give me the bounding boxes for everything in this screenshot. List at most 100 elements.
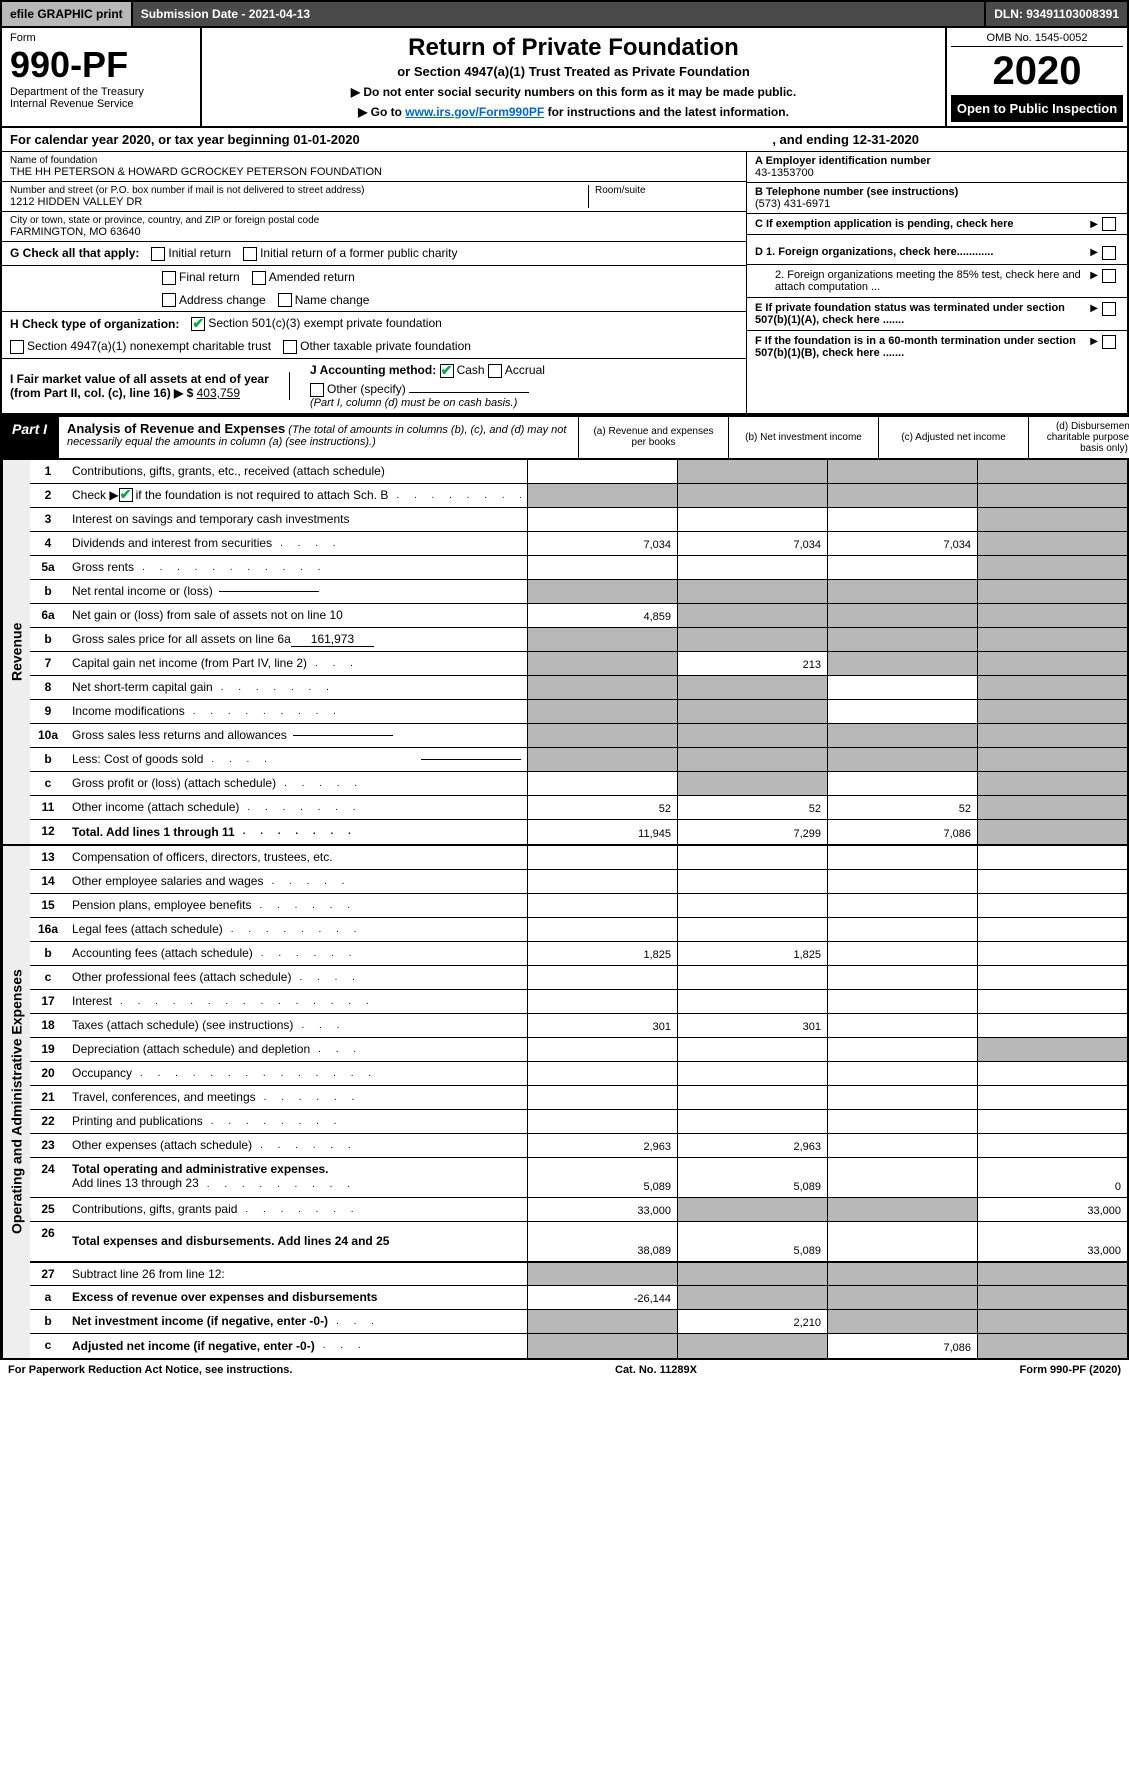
checkbox-4947[interactable] — [10, 340, 24, 354]
checkbox-final[interactable] — [162, 271, 176, 285]
checkbox-e[interactable] — [1102, 302, 1116, 316]
d2-cell: 2. Foreign organizations meeting the 85%… — [747, 265, 1127, 298]
part1-label: Part I — [0, 415, 59, 460]
table-row: 14Other employee salaries and wages. . .… — [30, 870, 1127, 894]
checkbox-schb[interactable] — [119, 488, 133, 502]
checkbox-amended[interactable] — [252, 271, 266, 285]
expenses-side-label: Operating and Administrative Expenses — [2, 846, 30, 1358]
table-row: 20Occupancy. . . . . . . . . . . . . . — [30, 1062, 1127, 1086]
part1-header: Part I Analysis of Revenue and Expenses … — [0, 415, 1129, 460]
footer-center: Cat. No. 11289X — [615, 1364, 697, 1376]
checkbox-f[interactable] — [1102, 335, 1116, 349]
f-cell: F If the foundation is in a 60-month ter… — [747, 331, 1127, 363]
checkbox-d2[interactable] — [1102, 269, 1116, 283]
open-public-badge: Open to Public Inspection — [951, 95, 1123, 122]
checkbox-initial[interactable] — [151, 247, 165, 261]
table-row: 13Compensation of officers, directors, t… — [30, 846, 1127, 870]
top-bar: efile GRAPHIC print Submission Date - 20… — [0, 0, 1129, 28]
table-row: cOther professional fees (attach schedul… — [30, 966, 1127, 990]
expenses-table: Operating and Administrative Expenses 13… — [0, 846, 1129, 1360]
table-row: 25Contributions, gifts, grants paid. . .… — [30, 1198, 1127, 1222]
checkbox-other-tax[interactable] — [283, 340, 297, 354]
col-a-header: (a) Revenue and expenses per books — [579, 417, 729, 458]
table-row: 5aGross rents. . . . . . . . . . . — [30, 556, 1127, 580]
table-row: bNet rental income or (loss) — [30, 580, 1127, 604]
calendar-row: For calendar year 2020, or tax year begi… — [0, 128, 1129, 152]
h-row: H Check type of organization: Section 50… — [2, 312, 746, 335]
tax-year: 2020 — [951, 47, 1123, 95]
table-row: cAdjusted net income (if negative, enter… — [30, 1334, 1127, 1358]
table-row: 3Interest on savings and temporary cash … — [30, 508, 1127, 532]
table-row: 2Check ▶ if the foundation is not requir… — [30, 484, 1127, 508]
info-left: Name of foundation THE HH PETERSON & HOW… — [2, 152, 747, 242]
calendar-end: , and ending 12-31-2020 — [772, 132, 919, 147]
calendar-begin: For calendar year 2020, or tax year begi… — [10, 132, 360, 147]
address-cell: Number and street (or P.O. box number if… — [2, 182, 746, 212]
checkbox-other-acct[interactable] — [310, 383, 324, 397]
checkbox-accrual[interactable] — [488, 364, 502, 378]
table-row: 23Other expenses (attach schedule). . . … — [30, 1134, 1127, 1158]
h-row2: Section 4947(a)(1) nonexempt charitable … — [2, 335, 746, 359]
header-center: Return of Private Foundation or Section … — [202, 28, 947, 126]
phone-cell: B Telephone number (see instructions) (5… — [747, 183, 1127, 214]
footer-left: For Paperwork Reduction Act Notice, see … — [8, 1364, 292, 1376]
checkbox-cash[interactable] — [440, 364, 454, 378]
table-row: aExcess of revenue over expenses and dis… — [30, 1286, 1127, 1310]
omb-number: OMB No. 1545-0052 — [951, 32, 1123, 47]
table-row: 16aLegal fees (attach schedule). . . . .… — [30, 918, 1127, 942]
irs-link[interactable]: www.irs.gov/Form990PF — [405, 105, 544, 119]
table-row: 10aGross sales less returns and allowanc… — [30, 724, 1127, 748]
table-row: 8Net short-term capital gain. . . . . . … — [30, 676, 1127, 700]
form-title: Return of Private Foundation — [208, 34, 939, 62]
table-row: 24Total operating and administrative exp… — [30, 1158, 1127, 1198]
form-word: Form — [10, 32, 192, 44]
checkbox-name[interactable] — [278, 293, 292, 307]
e-cell: E If private foundation status was termi… — [747, 298, 1127, 331]
lower-info: G Check all that apply: Initial return I… — [0, 242, 1129, 415]
checkbox-d1[interactable] — [1102, 246, 1116, 260]
table-row: 12Total. Add lines 1 through 11. . . . .… — [30, 820, 1127, 844]
form-subtitle: or Section 4947(a)(1) Trust Treated as P… — [208, 64, 939, 79]
table-row: 6aNet gain or (loss) from sale of assets… — [30, 604, 1127, 628]
d1-cell: D 1. Foreign organizations, check here..… — [747, 242, 1127, 265]
table-row: bGross sales price for all assets on lin… — [30, 628, 1127, 652]
col-b-header: (b) Net investment income — [729, 417, 879, 458]
page-footer: For Paperwork Reduction Act Notice, see … — [0, 1360, 1129, 1380]
header-right: OMB No. 1545-0052 2020 Open to Public In… — [947, 28, 1127, 126]
checkbox-address[interactable] — [162, 293, 176, 307]
form-header: Form 990-PF Department of the Treasury I… — [0, 28, 1129, 128]
col-c-header: (c) Adjusted net income — [879, 417, 1029, 458]
revenue-table: Revenue 1Contributions, gifts, grants, e… — [0, 460, 1129, 846]
ij-row: I Fair market value of all assets at end… — [2, 359, 746, 413]
checkbox-501c3[interactable] — [191, 317, 205, 331]
dln-label: DLN: 93491103008391 — [986, 2, 1127, 26]
checkbox-initial-former[interactable] — [243, 247, 257, 261]
lower-left: G Check all that apply: Initial return I… — [2, 242, 747, 413]
table-row: 21Travel, conferences, and meetings. . .… — [30, 1086, 1127, 1110]
g-row2: Final return Amended return — [2, 266, 746, 289]
checkbox-c[interactable] — [1102, 217, 1116, 231]
exemption-cell: C If exemption application is pending, c… — [747, 214, 1127, 235]
irs-label: Internal Revenue Service — [10, 98, 192, 110]
table-row: 9Income modifications. . . . . . . . . — [30, 700, 1127, 724]
table-row: 26Total expenses and disbursements. Add … — [30, 1222, 1127, 1262]
table-row: bAccounting fees (attach schedule). . . … — [30, 942, 1127, 966]
table-row: 19Depreciation (attach schedule) and dep… — [30, 1038, 1127, 1062]
header-note2: ▶ Go to www.irs.gov/Form990PF for instru… — [208, 105, 939, 119]
ein-cell: A Employer identification number 43-1353… — [747, 152, 1127, 183]
header-note1: ▶ Do not enter social security numbers o… — [208, 85, 939, 99]
lower-right: D 1. Foreign organizations, check here..… — [747, 242, 1127, 413]
table-row: 18Taxes (attach schedule) (see instructi… — [30, 1014, 1127, 1038]
foundation-name-cell: Name of foundation THE HH PETERSON & HOW… — [2, 152, 746, 182]
table-row: bLess: Cost of goods sold. . . . — [30, 748, 1127, 772]
g-row3: Address change Name change — [2, 289, 746, 313]
fmv-value: 403,759 — [197, 386, 240, 400]
table-row: 11Other income (attach schedule). . . . … — [30, 796, 1127, 820]
table-row: 4Dividends and interest from securities.… — [30, 532, 1127, 556]
table-row: 22Printing and publications. . . . . . .… — [30, 1110, 1127, 1134]
efile-label: efile GRAPHIC print — [2, 2, 133, 26]
table-row: cGross profit or (loss) (attach schedule… — [30, 772, 1127, 796]
dept-label: Department of the Treasury — [10, 86, 192, 98]
table-row: 15Pension plans, employee benefits. . . … — [30, 894, 1127, 918]
table-row: bNet investment income (if negative, ent… — [30, 1310, 1127, 1334]
